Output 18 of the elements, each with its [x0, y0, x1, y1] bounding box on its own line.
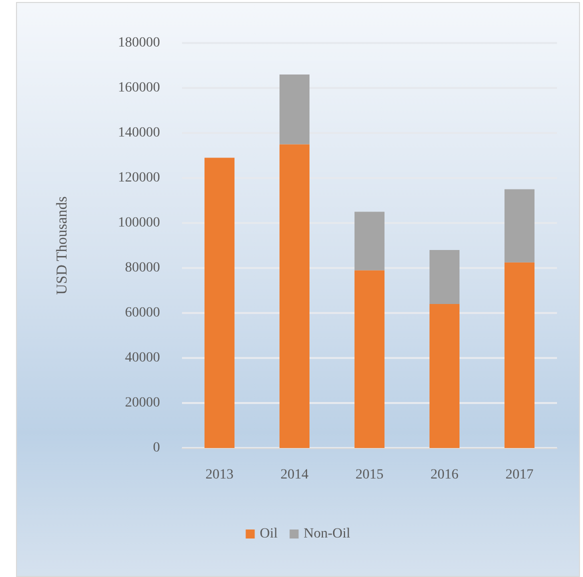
x-tick-label: 2014 — [280, 468, 308, 482]
y-tick-label: 160000 — [118, 80, 160, 96]
y-tick-label: 100000 — [118, 216, 160, 230]
y-tick-label: 140000 — [118, 126, 160, 140]
y-tick-label: 80000 — [125, 260, 160, 276]
y-tick-label: 60000 — [125, 306, 160, 320]
y-tick-label: 40000 — [125, 350, 160, 366]
y-tick-label: 20000 — [125, 396, 160, 410]
y-axis-title: USD Thousands — [54, 196, 70, 295]
x-tick-label: 2015 — [356, 468, 384, 482]
x-tick-label: 2016 — [430, 468, 458, 482]
legend-label: Oil — [260, 526, 278, 542]
y-tick-label: 0 — [153, 440, 160, 456]
y-tick-label: 180000 — [118, 36, 160, 50]
legend-label: Non-Oil — [304, 526, 350, 542]
y-tick-label: 120000 — [118, 170, 160, 186]
x-tick-label: 2017 — [506, 468, 534, 482]
x-tick-label: 2013 — [206, 468, 234, 482]
